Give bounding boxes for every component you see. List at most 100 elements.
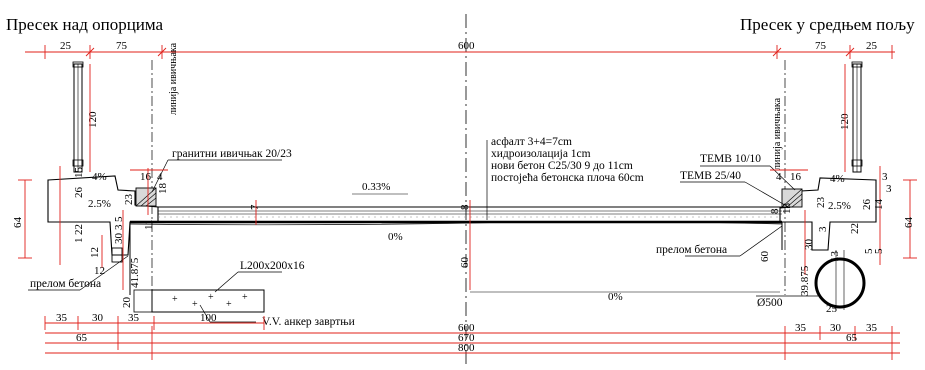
dim-right-3: 3 xyxy=(817,226,829,232)
right-cantilever xyxy=(779,177,877,251)
dim-bot-r35a: 35 xyxy=(795,322,807,334)
dim-left-12b: 12 xyxy=(94,265,105,277)
dim-bot-800: 800 xyxy=(458,342,475,354)
note-anchor-bolts: V.V. анкер завртњи xyxy=(262,316,355,328)
bottom-dimension-chains xyxy=(44,316,900,360)
dim-top-right-25: 25 xyxy=(866,40,878,52)
note-concrete-break-left: прелом бетона xyxy=(30,278,101,290)
bolt-mark-5: + xyxy=(242,292,248,303)
slope-slab-top: 0% xyxy=(388,231,403,243)
dim-rail-left-120: 120 xyxy=(87,111,99,128)
dim-bot-670: 670 xyxy=(458,332,475,344)
left-dim-lines xyxy=(18,166,168,290)
note-layer-1: асфалт 3+4=7cm xyxy=(491,136,572,148)
dim-left-41875: 41.875 xyxy=(129,257,141,288)
note-layer-4: постојећа бетонска плоча 60cm xyxy=(491,172,644,184)
note-temb-large: TEMB 25/40 xyxy=(680,170,741,182)
dim-right-25: 25 xyxy=(826,303,838,315)
dim-top-right-75: 75 xyxy=(815,40,827,52)
drain-pipe xyxy=(814,257,866,309)
note-layer-2: хидроизолација 1cm xyxy=(491,148,591,160)
curb-line-left-label: линија ивичњака xyxy=(168,42,179,115)
dim-left-30: 30 xyxy=(113,233,125,245)
dim-right-18: 18 xyxy=(781,203,793,215)
curb-line-right-label: линија ивичњака xyxy=(772,97,783,170)
left-cantilever xyxy=(47,175,159,263)
dim-right-8: 8 xyxy=(769,208,781,214)
note-granite-curb: гранитни ивичњак 20/23 xyxy=(172,148,292,160)
note-layer-3: нови бетон C25/30 9 до 11cm xyxy=(491,160,633,172)
title-left: Пресек над опорцима xyxy=(6,15,164,34)
bolt-mark-4: + xyxy=(226,299,232,310)
dim-mid-8: 8 xyxy=(459,204,471,210)
dim-right-30: 30 xyxy=(803,239,815,251)
note-pipe: Ø500 xyxy=(757,297,783,309)
dim-bot-r30: 30 xyxy=(830,322,842,334)
bolt-mark-3: + xyxy=(208,292,214,303)
dim-right-60: 60 xyxy=(759,251,771,263)
right-support xyxy=(781,222,866,310)
dim-right-23: 23 xyxy=(815,197,827,209)
dim-right-3a: 3 xyxy=(882,171,888,183)
dim-mid-60: 60 xyxy=(459,257,471,269)
dim-top-left-75: 75 xyxy=(116,40,128,52)
right-railing xyxy=(851,61,863,173)
dim-right-5a: 5 xyxy=(863,248,875,254)
leaders xyxy=(28,140,818,323)
dim-left-64: 64 xyxy=(12,217,24,229)
dim-left-20: 20 xyxy=(121,297,133,309)
dim-mid-7: 7 xyxy=(249,204,261,210)
note-angle: L200x200x16 xyxy=(240,260,305,272)
dim-left-18: 18 xyxy=(157,183,169,195)
dim-bot-35a: 35 xyxy=(56,312,68,324)
dim-left-22: 22 xyxy=(73,224,85,235)
dim-top-600: 600 xyxy=(458,40,475,52)
dim-left-15: 15 xyxy=(73,167,85,179)
dim-bot-65-right: 65 xyxy=(846,332,858,344)
dim-left-26: 26 xyxy=(73,187,85,199)
slope-deck: 0.33% xyxy=(362,181,390,193)
dim-bot-100: 100 xyxy=(200,312,217,324)
dim-right-4: 4 xyxy=(776,171,782,183)
left-railing xyxy=(72,61,84,173)
dim-left-11: 11 xyxy=(143,219,155,230)
left-support: + + + + + xyxy=(129,222,265,313)
slope-right-lane: 2.5% xyxy=(828,200,851,212)
right-dim-lines xyxy=(770,166,917,275)
dim-right-39875: 39.875 xyxy=(799,265,811,296)
dim-right-64: 64 xyxy=(903,217,915,229)
note-temb-small: TEMB 10/10 xyxy=(700,153,761,165)
dim-left-12a: 12 xyxy=(89,247,101,258)
dim-right-14: 14 xyxy=(873,199,885,211)
bolt-mark-2: + xyxy=(192,299,198,310)
top-dimension-chain xyxy=(25,45,895,59)
dim-right-26: 26 xyxy=(861,199,873,211)
dim-right-16: 16 xyxy=(790,171,802,183)
angle-plate xyxy=(151,289,265,313)
dim-right-5b: 5 xyxy=(873,248,885,254)
dim-right-22: 22 xyxy=(849,223,861,234)
slope-left-sidewalk: 4% xyxy=(92,171,107,183)
slope-left-lane: 2.5% xyxy=(88,198,111,210)
title-right: Пресек у средњем пољу xyxy=(740,15,915,34)
dim-bot-r35b: 35 xyxy=(866,322,878,334)
bolt-mark-1: + xyxy=(172,294,178,305)
slope-slab-bottom: 0% xyxy=(608,291,623,303)
dim-left-3: 3 xyxy=(113,224,125,230)
dim-right-3b: 3 xyxy=(886,183,892,195)
deck-layers xyxy=(129,206,783,226)
dim-left-16: 16 xyxy=(140,171,152,183)
slope-right-sidewalk: 4% xyxy=(830,173,845,185)
dim-bot-35b: 35 xyxy=(128,312,140,324)
dim-left-23: 23 xyxy=(123,194,135,206)
dim-right-13: 13 xyxy=(829,251,841,263)
dim-left-4: 4 xyxy=(157,171,163,183)
dim-left-1: 1 xyxy=(73,238,85,244)
dim-bot-30: 30 xyxy=(92,312,104,324)
dim-bot-600: 600 xyxy=(458,322,475,334)
dim-bot-65-left: 65 xyxy=(76,332,88,344)
note-concrete-break-right: прелом бетона xyxy=(656,244,727,256)
dim-left-5: 5 xyxy=(113,216,125,222)
dim-top-left-25: 25 xyxy=(60,40,72,52)
